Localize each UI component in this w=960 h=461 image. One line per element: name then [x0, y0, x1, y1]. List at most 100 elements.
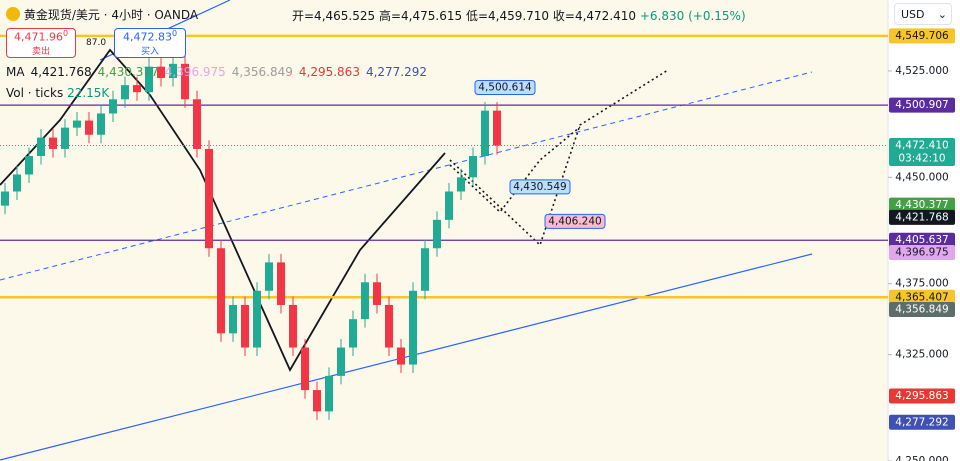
- candle-body: [349, 319, 357, 348]
- sell-sub: 0: [62, 29, 69, 38]
- price-label: 4,365.407: [895, 291, 948, 303]
- candle-body: [205, 148, 213, 249]
- y-tick-label: 4,375.000: [895, 278, 948, 290]
- price-label-box: [889, 245, 955, 261]
- y-tick-label: 4,525.000: [895, 65, 948, 77]
- buy-button[interactable]: 4,472.830 买入: [114, 28, 186, 58]
- candle-body: [241, 304, 249, 348]
- candle-body: [301, 347, 309, 391]
- ma-value: 4,430.377: [97, 65, 159, 79]
- candle-body: [37, 137, 45, 157]
- candle-body: [469, 156, 477, 178]
- price-label-box: [889, 197, 955, 213]
- candle-body: [397, 347, 405, 365]
- change: +6.830 (+0.15%): [639, 9, 746, 23]
- candle-body: [481, 110, 489, 157]
- ma-value: 4,421.768: [30, 65, 92, 79]
- price-label-box: [889, 414, 955, 430]
- sell-price: 4,471.96: [13, 30, 63, 44]
- price-label: 4,549.706: [895, 30, 949, 42]
- spread: 87.0: [86, 38, 107, 48]
- sell-button[interactable]: 4,471.960 卖出: [6, 28, 76, 58]
- currency: USD: [901, 8, 925, 21]
- candle-body: [289, 304, 297, 348]
- candle-body: [1, 191, 9, 206]
- ma-value: 4,277.292: [365, 65, 428, 79]
- candle-body: [97, 113, 105, 135]
- candle-body: [361, 282, 369, 320]
- volume-value: 22.15K: [67, 86, 110, 100]
- open: 开=4,465.525: [292, 9, 376, 23]
- candle-body: [445, 191, 453, 220]
- price-label: 4,295.863: [895, 390, 948, 402]
- candle-body: [493, 110, 501, 146]
- channel-midline: [0, 71, 813, 281]
- callout-box: [474, 80, 536, 96]
- callout-label: 4,430.549: [513, 181, 566, 193]
- candle-body: [277, 262, 285, 305]
- candle-body: [385, 304, 393, 348]
- price-label: 4,430.377: [895, 199, 948, 211]
- price-label-box: [889, 289, 955, 305]
- price-label: 4,277.292: [895, 416, 948, 428]
- ma-value: 4,396.975: [164, 65, 226, 79]
- sell-label: 卖出: [31, 46, 50, 57]
- candle-body: [133, 85, 141, 93]
- ma-value: 4,356.849: [231, 65, 293, 79]
- candle-body: [25, 156, 33, 175]
- candle-body: [253, 290, 261, 348]
- candle-body: [313, 390, 321, 412]
- price-label: 4,405.637: [895, 234, 948, 246]
- candle-body: [457, 177, 465, 192]
- callout-label: 4,500.614: [478, 82, 532, 94]
- price-label-box: [889, 138, 955, 167]
- ma-legend: MA 4,421.768 4,430.377 4,396.975 4,356.849 4,…: [6, 65, 427, 79]
- candle-body: [433, 219, 441, 249]
- projection: [449, 69, 669, 247]
- callout-label: 4,406.240: [548, 215, 601, 227]
- candle-body: [145, 66, 153, 93]
- candle-body: [337, 347, 345, 376]
- close: 收=4,472.410: [552, 9, 637, 23]
- candle-body: [169, 63, 177, 79]
- low: 低=4,459.710: [465, 9, 550, 23]
- price-label-box: [889, 232, 955, 248]
- candle-body: [409, 290, 417, 365]
- candle-body: [109, 99, 117, 114]
- buy-sub: 0: [171, 29, 178, 38]
- candle-body: [61, 127, 69, 149]
- price-label-box: [889, 97, 955, 113]
- candle-body: [229, 304, 237, 334]
- candle-body: [181, 63, 189, 100]
- countdown: 03:42:10: [898, 153, 945, 165]
- price-label: 4,396.975: [895, 247, 948, 259]
- channel-line: [0, 253, 813, 461]
- wave-line: [0, 48, 446, 372]
- title: 黄金现货/美元 · 4小时 · OANDA: [23, 8, 199, 22]
- candle-body: [217, 248, 225, 334]
- y-tick-label: 4,325.000: [895, 349, 948, 361]
- volume-name: Vol · ticks: [6, 86, 64, 100]
- price-label-box: [889, 301, 955, 317]
- price-label: 4,356.849: [895, 303, 948, 315]
- price-label-box: [889, 28, 955, 44]
- candle-body: [157, 66, 165, 79]
- candle-body: [325, 375, 333, 412]
- currency-select[interactable]: USD ⌄: [894, 3, 952, 25]
- candle-body: [373, 282, 381, 305]
- high: 高=4,475.615: [378, 9, 463, 23]
- candle-body: [421, 248, 429, 291]
- symbol-title[interactable]: 黄金现货/美元 · 4小时 · OANDA: [6, 6, 198, 23]
- volume-legend: Vol · ticks 22.15K: [6, 86, 109, 100]
- callout-box: [509, 179, 571, 195]
- candle-body: [121, 85, 129, 100]
- candle-body: [193, 99, 201, 149]
- buy-label: 买入: [140, 46, 159, 57]
- y-tick-label: 4,250.000: [895, 455, 948, 461]
- candle-body: [49, 137, 57, 149]
- price-label: 4,500.907: [895, 99, 948, 111]
- price-label: 4,472.410: [895, 140, 948, 152]
- candle-body: [13, 174, 21, 192]
